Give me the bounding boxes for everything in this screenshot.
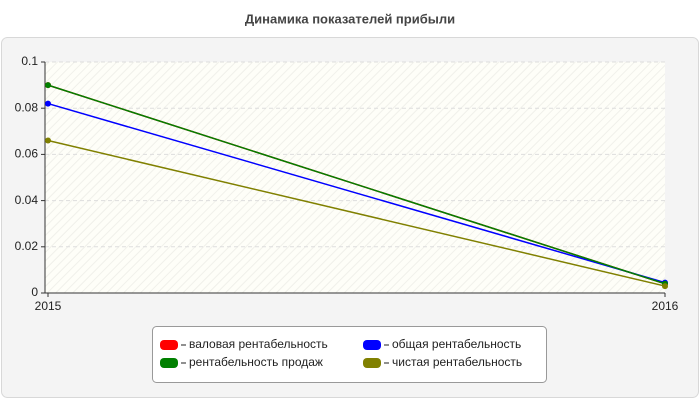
y-tick-label: 0.04 bbox=[15, 193, 39, 207]
y-tick-label: 0.08 bbox=[15, 100, 39, 114]
legend-swatch bbox=[160, 358, 178, 368]
legend bbox=[152, 326, 547, 383]
legend-swatch bbox=[363, 358, 381, 368]
point bbox=[45, 100, 51, 107]
series-line bbox=[47, 84, 666, 285]
series-line bbox=[47, 102, 666, 284]
x-tick-label: 2015 bbox=[35, 299, 62, 313]
point bbox=[662, 283, 668, 290]
legend-label: общая рентабельность bbox=[392, 337, 521, 351]
y-tick-label: 0.1 bbox=[21, 54, 38, 68]
legend-label: рентабельность продаж bbox=[189, 355, 323, 369]
legend-label: чистая рентабельность bbox=[392, 355, 522, 369]
legend-swatch bbox=[363, 340, 381, 350]
y-tick-label: 0.02 bbox=[15, 239, 39, 253]
point bbox=[45, 82, 51, 89]
series-line bbox=[47, 139, 666, 287]
legend-swatch bbox=[160, 340, 178, 350]
legend-label: валовая рентабельность bbox=[189, 337, 328, 351]
plot-area bbox=[45, 62, 665, 293]
chart-title: Динамика показателей прибыли bbox=[245, 11, 455, 26]
point bbox=[45, 137, 51, 144]
y-tick-label: 0.06 bbox=[15, 147, 39, 161]
y-tick-label: 0 bbox=[31, 285, 38, 299]
x-tick-label: 2016 bbox=[652, 299, 679, 313]
